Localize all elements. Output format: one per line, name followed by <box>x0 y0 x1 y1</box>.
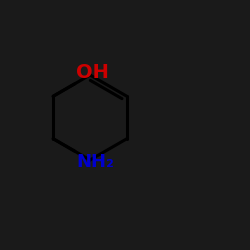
Text: OH: OH <box>76 63 109 82</box>
Text: NH₂: NH₂ <box>76 153 114 171</box>
